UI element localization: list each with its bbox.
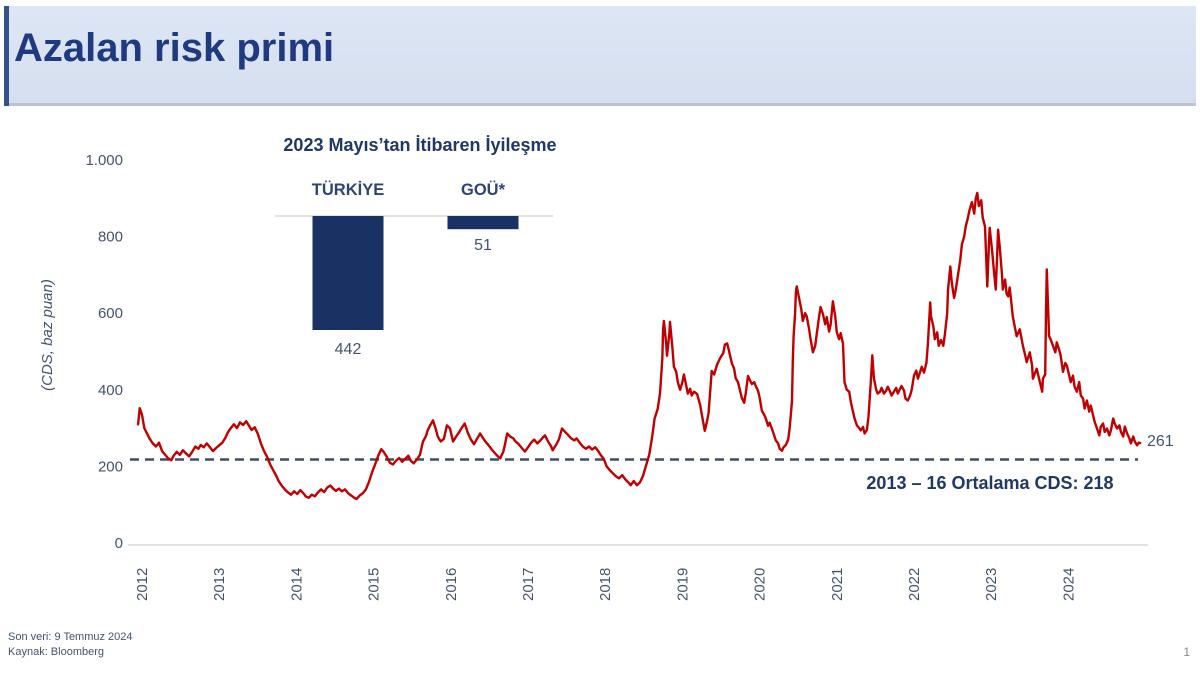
x-tick-label: 2014 — [288, 568, 305, 601]
x-tick-label: 2023 — [983, 568, 1000, 601]
x-tick-label: 2012 — [134, 568, 151, 601]
inset-category-gou: GOÜ* — [461, 180, 506, 199]
inset-value-turkiye: 442 — [335, 341, 362, 358]
footer-last-data-date: Son veri: 9 Temmuz 2024 — [8, 631, 133, 643]
y-tick-label: 600 — [98, 305, 123, 322]
page-title: Azalan risk primi — [14, 26, 335, 70]
inset-bars — [312, 216, 519, 330]
header-band — [4, 6, 1196, 106]
footer: Son veri: 9 Temmuz 2024 Kaynak: Bloomber… — [8, 630, 133, 660]
inset-bar-gou — [447, 216, 519, 230]
x-tick-label: 2017 — [520, 568, 537, 601]
x-tick-label: 2019 — [674, 568, 691, 601]
inset-value-gou: 51 — [474, 237, 492, 254]
average-line-label: 2013 – 16 Ortalama CDS: 218 — [866, 473, 1113, 493]
cds-line-series — [136, 191, 1142, 501]
header-accent-strip — [4, 6, 9, 106]
x-tick-label: 2015 — [366, 568, 383, 601]
y-axis-title: (CDS, baz puan) — [39, 279, 56, 391]
inset-chart-title: 2023 Mayıs’tan İtibaren İyileşme — [283, 135, 556, 155]
page-number: 1 — [1183, 645, 1190, 659]
x-tick-label: 2018 — [597, 568, 614, 601]
x-tick-label: 2016 — [443, 568, 460, 601]
inset-category-turkiye: TÜRKİYE — [312, 180, 384, 199]
footer-source: Kaynak: Bloomberg — [8, 646, 104, 658]
y-tick-label: 200 — [98, 458, 123, 475]
x-tick-label: 2013 — [211, 568, 228, 601]
x-tick-label: 2022 — [906, 568, 923, 601]
x-tick-label: 2020 — [752, 568, 769, 601]
inset-bar-turkiye — [312, 216, 384, 330]
y-tick-label: 0 — [115, 535, 123, 552]
y-tick-label: 1.000 — [85, 152, 123, 169]
y-tick-label: 400 — [98, 382, 123, 399]
x-axis-tick-labels: 2012 2013 2014 2015 2016 2017 2018 2019 2020 2021… — [134, 568, 1077, 601]
y-axis-tick-labels: 0 200 400 600 800 1.000 — [85, 152, 123, 552]
last-value-label: 261 — [1147, 433, 1174, 450]
x-tick-label: 2024 — [1060, 568, 1077, 601]
y-tick-label: 800 — [98, 229, 123, 246]
x-tick-label: 2021 — [829, 568, 846, 601]
